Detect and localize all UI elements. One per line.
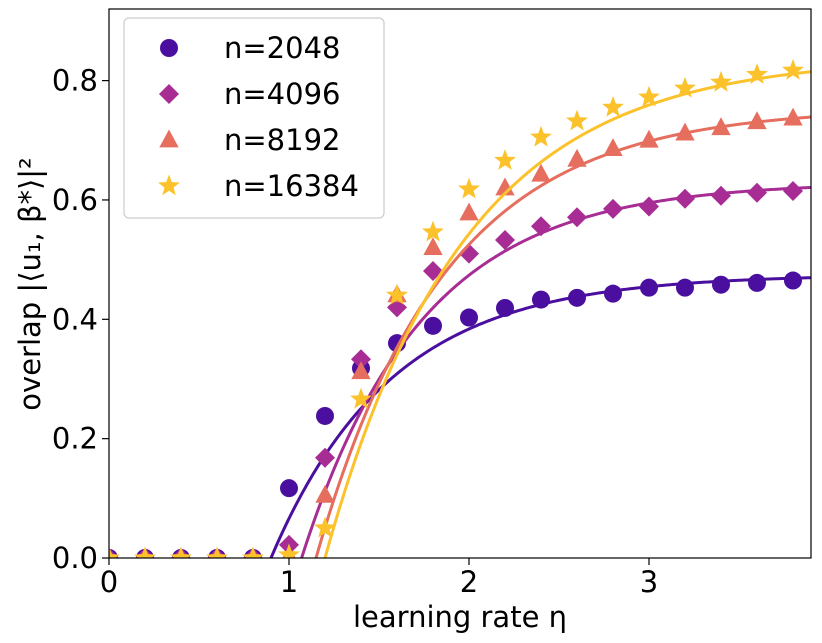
legend-label-n=8192: n=8192 [224, 123, 340, 157]
data-point-n=4096-19 [783, 181, 803, 202]
data-point-n=8192-12 [531, 163, 551, 182]
fit-curve-n=2048 [269, 276, 811, 558]
series-n=4096 [109, 181, 811, 558]
y-tick-label-0: 0.0 [52, 541, 98, 575]
data-point-n=16384-4 [242, 546, 264, 558]
data-point-n=16384-11 [494, 149, 516, 170]
data-point-n=16384-18 [746, 63, 768, 84]
fit-curve-n=4096 [300, 185, 811, 558]
data-point-n=2048-19 [784, 271, 802, 290]
data-point-n=8192-7 [351, 361, 371, 380]
y-axis-label: overlap |⟨u₁, β*⟩|² [13, 157, 47, 410]
legend: n=2048 n=4096 n=8192 n=16384 [123, 17, 385, 219]
data-point-n=16384-2 [170, 546, 192, 558]
data-point-n=4096-7 [351, 349, 371, 370]
data-point-n=16384-5 [278, 543, 300, 558]
data-point-n=16384-0 [109, 546, 120, 558]
plot-frame [108, 8, 812, 559]
x-tick-label-1: 1 [280, 565, 298, 599]
data-point-n=4096-16 [675, 188, 695, 209]
data-point-n=16384-17 [710, 70, 732, 92]
data-point-n=8192-15 [639, 129, 659, 148]
data-point-n=4096-13 [567, 207, 587, 228]
legend-label-n=16384: n=16384 [224, 169, 359, 203]
y-tick-label-1: 0.2 [52, 422, 98, 456]
data-point-n=2048-9 [424, 316, 442, 335]
data-point-n=8192-6 [315, 484, 335, 503]
x-tick-label-0: 0 [100, 565, 118, 599]
x-tick-label-2: 2 [460, 565, 478, 599]
data-point-n=4096-11 [495, 229, 515, 250]
legend-marker-n=4096 [159, 84, 179, 104]
plot-area [108, 8, 812, 559]
data-point-n=16384-1 [134, 546, 156, 558]
data-point-n=16384-3 [206, 546, 228, 558]
data-point-n=16384-13 [566, 109, 588, 131]
y-tick-label-3: 0.6 [52, 183, 98, 217]
data-point-n=8192-17 [711, 117, 731, 136]
data-point-n=2048-6 [316, 406, 334, 425]
data-point-n=2048-16 [676, 278, 694, 297]
data-point-n=8192-19 [783, 107, 803, 126]
fit-curve-n=16384 [323, 70, 811, 558]
data-point-n=2048-18 [748, 273, 766, 292]
data-point-n=8192-10 [459, 202, 479, 221]
data-point-n=4096-6 [315, 447, 335, 468]
y-tick-label-2: 0.4 [52, 302, 98, 336]
data-point-n=4096-17 [711, 185, 731, 206]
data-point-n=16384-7 [350, 387, 372, 409]
legend-label-n=4096: n=4096 [224, 77, 340, 111]
data-point-n=2048-13 [568, 288, 586, 307]
legend-label-n=2048: n=2048 [224, 31, 340, 65]
data-point-n=16384-15 [638, 85, 660, 107]
data-point-n=16384-9 [422, 220, 444, 242]
x-axis-label: learning rate η [353, 600, 567, 634]
data-point-n=4096-12 [531, 216, 551, 237]
legend-box [123, 17, 385, 219]
data-point-n=16384-12 [530, 125, 552, 147]
data-point-n=2048-15 [640, 278, 658, 297]
data-point-n=16384-14 [602, 95, 624, 117]
data-point-n=8192-16 [675, 122, 695, 141]
data-point-n=2048-12 [532, 290, 550, 309]
x-tick-label-3: 3 [640, 565, 658, 599]
legend-marker-n=2048 [160, 39, 178, 57]
data-point-n=8192-11 [495, 177, 515, 196]
series-n=16384 [109, 58, 811, 558]
legend-marker-n=16384 [158, 174, 180, 196]
data-point-n=2048-11 [496, 298, 514, 317]
y-tick-label-4: 0.8 [52, 64, 98, 98]
data-point-n=8192-13 [567, 148, 587, 167]
y-axis: 0.0 0.2 0.4 0.6 0.8 [52, 64, 109, 575]
data-point-n=16384-10 [458, 177, 480, 199]
series-n=2048 [109, 271, 811, 558]
data-point-n=16384-19 [782, 58, 804, 80]
data-point-n=16384-16 [674, 76, 696, 98]
data-point-n=8192-14 [603, 138, 623, 156]
data-point-n=16384-6 [314, 516, 336, 538]
data-point-n=4096-18 [747, 182, 767, 203]
data-point-n=16384-8 [386, 283, 408, 305]
data-point-n=2048-14 [604, 284, 622, 303]
data-point-n=8192-9 [423, 237, 443, 256]
data-point-n=8192-18 [747, 111, 767, 130]
x-axis: 0 1 2 3 [100, 558, 658, 599]
data-point-n=2048-5 [280, 479, 298, 498]
legend-marker-n=8192 [159, 129, 179, 148]
data-point-n=4096-14 [603, 198, 623, 219]
fit-curve-n=8192 [314, 115, 811, 558]
data-point-n=2048-17 [712, 275, 730, 294]
data-point-n=2048-10 [460, 308, 478, 327]
data-point-n=4096-15 [639, 196, 659, 217]
